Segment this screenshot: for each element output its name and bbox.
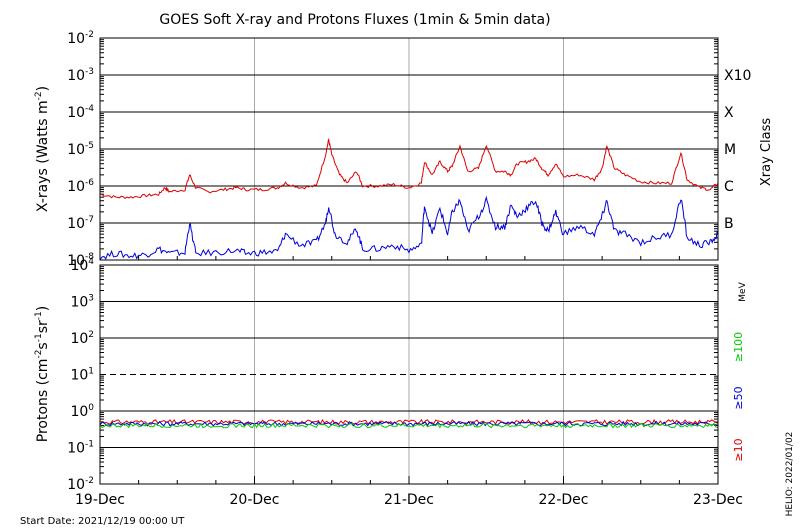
xray-y-tick-label: 10-4 [67,104,94,121]
x-tick-label: 19-Dec [75,492,125,508]
xray-series-line-1 [99,195,719,261]
xray-y-tick-label: 10-3 [67,67,94,84]
x-tick-label: 23-Dec [693,492,743,508]
proton-legend-label: ≥10 [732,438,745,461]
start-date-label: Start Date: 2021/12/19 00:00 UT [20,516,185,527]
xray-class-title: Xray Class [759,118,774,186]
proton-legend-label: ≥100 [732,332,745,362]
proton-y-tick-label: 10-2 [67,476,94,493]
xray-class-label: C [724,179,734,195]
x-tick-label: 21-Dec [384,492,434,508]
proton-panel: 10-2 10-1 100 101 102 103 104 Protons (cm-2s-1s… [34,257,745,493]
proton-series-line-2 [99,422,719,429]
proton-y-tick-label: 10-1 [67,440,94,457]
x-axis: 19-Dec 20-Dec 21-Dec 22-Dec 23-Dec [75,256,743,508]
proton-legend-label: ≥50 [732,386,745,409]
xray-y-tick-label: 10-5 [67,141,94,158]
chart-title: GOES Soft X-ray and Protons Fluxes (1min… [159,12,550,28]
proton-y-tick-label: 102 [70,330,94,347]
xray-class-label: X [724,105,734,121]
proton-series-line-0 [99,418,719,426]
x-tick-label: 22-Dec [539,492,589,508]
xray-y-tick-label: 10-7 [67,215,94,232]
xray-panel: 10-8 10-7 10-6 10-5 10-4 10-3 10-2 B C M X X10 X-ray… [34,30,751,269]
xray-series-line-0 [99,137,719,200]
credit-label: HELIO: 2022/01/02 [785,432,795,517]
energy-unit-label: MeV [738,281,748,301]
xray-class-label: M [724,142,736,158]
proton-y-axis-label: Protons (cm-2s-1sr-1) [34,306,51,442]
proton-y-tick-label: 100 [70,403,94,420]
xray-y-tick-label: 10-6 [67,178,94,195]
x-tick-label: 20-Dec [230,492,280,508]
xray-y-tick-label: 10-2 [67,30,94,47]
xray-y-tick-label: 10-8 [67,252,94,269]
xray-y-axis-label: X-rays (Watts m-2) [34,86,51,212]
proton-y-tick-label: 101 [70,367,94,384]
proton-y-tick-label: 103 [70,294,94,311]
proton-series-line-1 [99,420,719,427]
proton-y-tick-label: 104 [70,257,94,274]
xray-class-label: B [724,216,734,232]
xray-frame [99,37,719,261]
xray-class-label: X10 [724,68,751,84]
